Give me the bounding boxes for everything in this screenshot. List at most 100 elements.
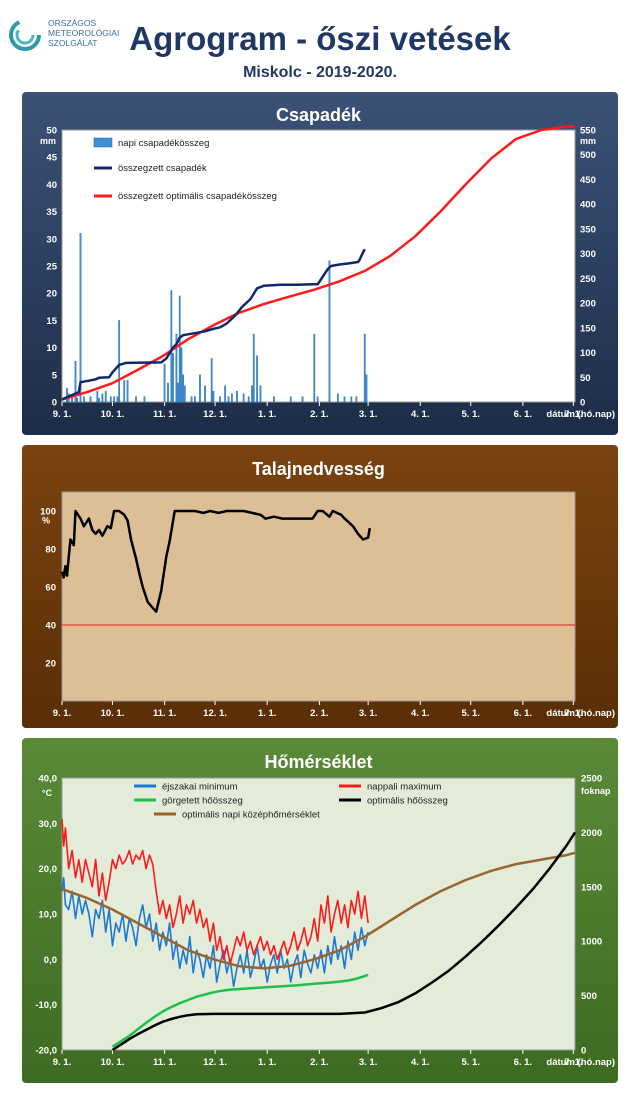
y-tick-label: 80 bbox=[45, 545, 56, 556]
precip-bar bbox=[242, 393, 245, 403]
y2-tick-label: 0 bbox=[581, 1046, 586, 1057]
legend-label: nappali maximum bbox=[367, 782, 442, 793]
legend-label: optimális hőösszeg bbox=[367, 796, 448, 807]
x-tick-label: 10. 1. bbox=[101, 708, 125, 719]
x-tick-label: 4. 1. bbox=[411, 708, 430, 719]
precip-bar bbox=[96, 390, 99, 403]
legend-label: optimális napi középhőmérséklet bbox=[182, 810, 320, 821]
legend-label: görgetett hőösszeg bbox=[162, 796, 243, 807]
x-tick-label: 3. 1. bbox=[359, 708, 378, 719]
y2-tick-label: 500 bbox=[580, 150, 596, 161]
precip-bar bbox=[219, 396, 221, 403]
precip-bar bbox=[355, 396, 358, 403]
precip-bar bbox=[79, 233, 82, 403]
x-tick-label: 12. 1. bbox=[203, 1057, 227, 1068]
x-tick-label: 2. 1. bbox=[310, 1057, 329, 1068]
y2-tick-label: 450 bbox=[580, 175, 596, 186]
chart-title: Hőmérséklet bbox=[264, 752, 372, 772]
precip-bar bbox=[83, 396, 85, 403]
precip-bar bbox=[259, 385, 262, 403]
optimal-heat-sum-line bbox=[111, 831, 577, 1052]
precip-bar bbox=[316, 396, 319, 403]
x-tick-label: 1. 1. bbox=[258, 708, 277, 719]
precip-bar bbox=[251, 385, 253, 403]
y-tick-label: 25 bbox=[46, 262, 57, 273]
x-tick-label: 1. 1. bbox=[258, 409, 277, 420]
y2-axis-unit: foknap bbox=[581, 786, 611, 796]
precip-bar bbox=[177, 382, 179, 403]
x-tick-label: 11. 1. bbox=[153, 708, 176, 719]
precip-bar bbox=[350, 396, 353, 403]
precip-bar bbox=[212, 390, 215, 403]
precipitation-chart: Csapadék 9. 1. 10. 1. 11. 1. 12. 1. 1. 1. 2. 1… bbox=[40, 105, 615, 420]
y-tick-label: 30 bbox=[46, 234, 57, 245]
precip-bar bbox=[123, 380, 126, 403]
y2-tick-label: 550 bbox=[580, 126, 596, 137]
precip-bar bbox=[172, 352, 174, 403]
x-axis-label: dátum (hó.nap) bbox=[546, 708, 615, 719]
x-axis-label: dátum (hó.nap) bbox=[546, 409, 615, 420]
x-tick-label: 5. 1. bbox=[461, 708, 480, 719]
x-tick-label: 2. 1. bbox=[310, 708, 329, 719]
y-tick-label: 10 bbox=[46, 343, 57, 354]
plot-area bbox=[61, 777, 576, 1051]
precip-bar bbox=[113, 396, 116, 403]
y-tick-label: 45 bbox=[46, 153, 57, 164]
logo-line-3: SZOLGÁLAT bbox=[48, 38, 98, 48]
y2-tick-label: 300 bbox=[580, 249, 596, 260]
precip-bar bbox=[336, 393, 339, 403]
x-tick-label: 12. 1. bbox=[203, 708, 227, 719]
precip-bar bbox=[289, 396, 292, 403]
precip-bar bbox=[118, 320, 121, 403]
x-tick-label: 11. 1. bbox=[153, 409, 176, 420]
legend-label: összegzett optimális csapadékösszeg bbox=[118, 191, 277, 202]
x-tick-label: 7. 1. bbox=[564, 1057, 583, 1068]
precip-bar bbox=[175, 333, 178, 403]
precip-bar bbox=[126, 380, 129, 403]
temperature-chart: Hőmérséklet 9. 1. 10. 1. 11. 1. 12. 1. 1. 1. 2… bbox=[35, 752, 615, 1068]
precip-bar bbox=[256, 355, 258, 403]
y-tick-label: -10,0 bbox=[35, 1000, 57, 1011]
x-tick-label: 6. 1. bbox=[514, 409, 533, 420]
precipitation-panel: Csapadék 9. 1. 10. 1. 11. 1. 12. 1. 1. 1. 2. 1… bbox=[22, 92, 618, 435]
logo-text: ORSZÁGOS METEOROLÓGIAI SZOLGÁLAT bbox=[48, 18, 119, 48]
y-tick-label: 100 bbox=[40, 507, 56, 518]
precip-bar bbox=[328, 260, 331, 403]
y-tick-label: 40,0 bbox=[39, 774, 58, 785]
y2-tick-label: 200 bbox=[580, 299, 596, 310]
precip-bar bbox=[104, 390, 107, 403]
x-tick-label: 12. 1. bbox=[203, 409, 227, 420]
precip-bar bbox=[167, 382, 169, 403]
optimal-mean-temp-line bbox=[61, 851, 576, 970]
precip-bar bbox=[301, 396, 304, 403]
precip-bar bbox=[365, 374, 368, 403]
x-tick-label: 9. 1. bbox=[53, 708, 72, 719]
temperature-panel: Hőmérséklet 9. 1. 10. 1. 11. 1. 12. 1. 1. 1. 2… bbox=[22, 738, 618, 1083]
y2-tick-label: 2000 bbox=[581, 828, 602, 839]
y2-tick-label: 2500 bbox=[581, 774, 602, 785]
precip-bar bbox=[199, 374, 201, 403]
x-tick-label: 5. 1. bbox=[461, 409, 480, 420]
page-title: Agrogram - őszi vetések bbox=[129, 20, 511, 57]
legend-label: napi csapadékösszeg bbox=[118, 138, 209, 149]
plot-area bbox=[61, 491, 576, 702]
y2-axis-unit: mm bbox=[580, 136, 596, 146]
y-tick-label: 20,0 bbox=[39, 864, 58, 875]
tmax-line bbox=[61, 818, 369, 965]
x-tick-label: 11. 1. bbox=[153, 1057, 176, 1068]
x-tick-label: 4. 1. bbox=[411, 409, 430, 420]
y-tick-label: 60 bbox=[45, 583, 56, 594]
x-tick-label: 9. 1. bbox=[53, 409, 72, 420]
precip-bar bbox=[74, 361, 77, 403]
x-tick-label: 7. 1. bbox=[564, 409, 583, 420]
precip-bar bbox=[143, 396, 146, 403]
precip-bar bbox=[178, 295, 181, 403]
y-axis-unit: mm bbox=[40, 136, 56, 146]
y2-tick-label: 1000 bbox=[581, 937, 602, 948]
precip-bar bbox=[204, 385, 206, 403]
precip-bar bbox=[313, 333, 316, 403]
y2-tick-label: 100 bbox=[580, 348, 596, 359]
logo: ORSZÁGOS METEOROLÓGIAI SZOLGÁLAT bbox=[8, 18, 148, 58]
logo-icon bbox=[9, 19, 41, 51]
soil-moisture-chart: Talajnedvesség 9. 1. 10. 1. 11. 1. 12. 1. 1. … bbox=[40, 459, 615, 719]
